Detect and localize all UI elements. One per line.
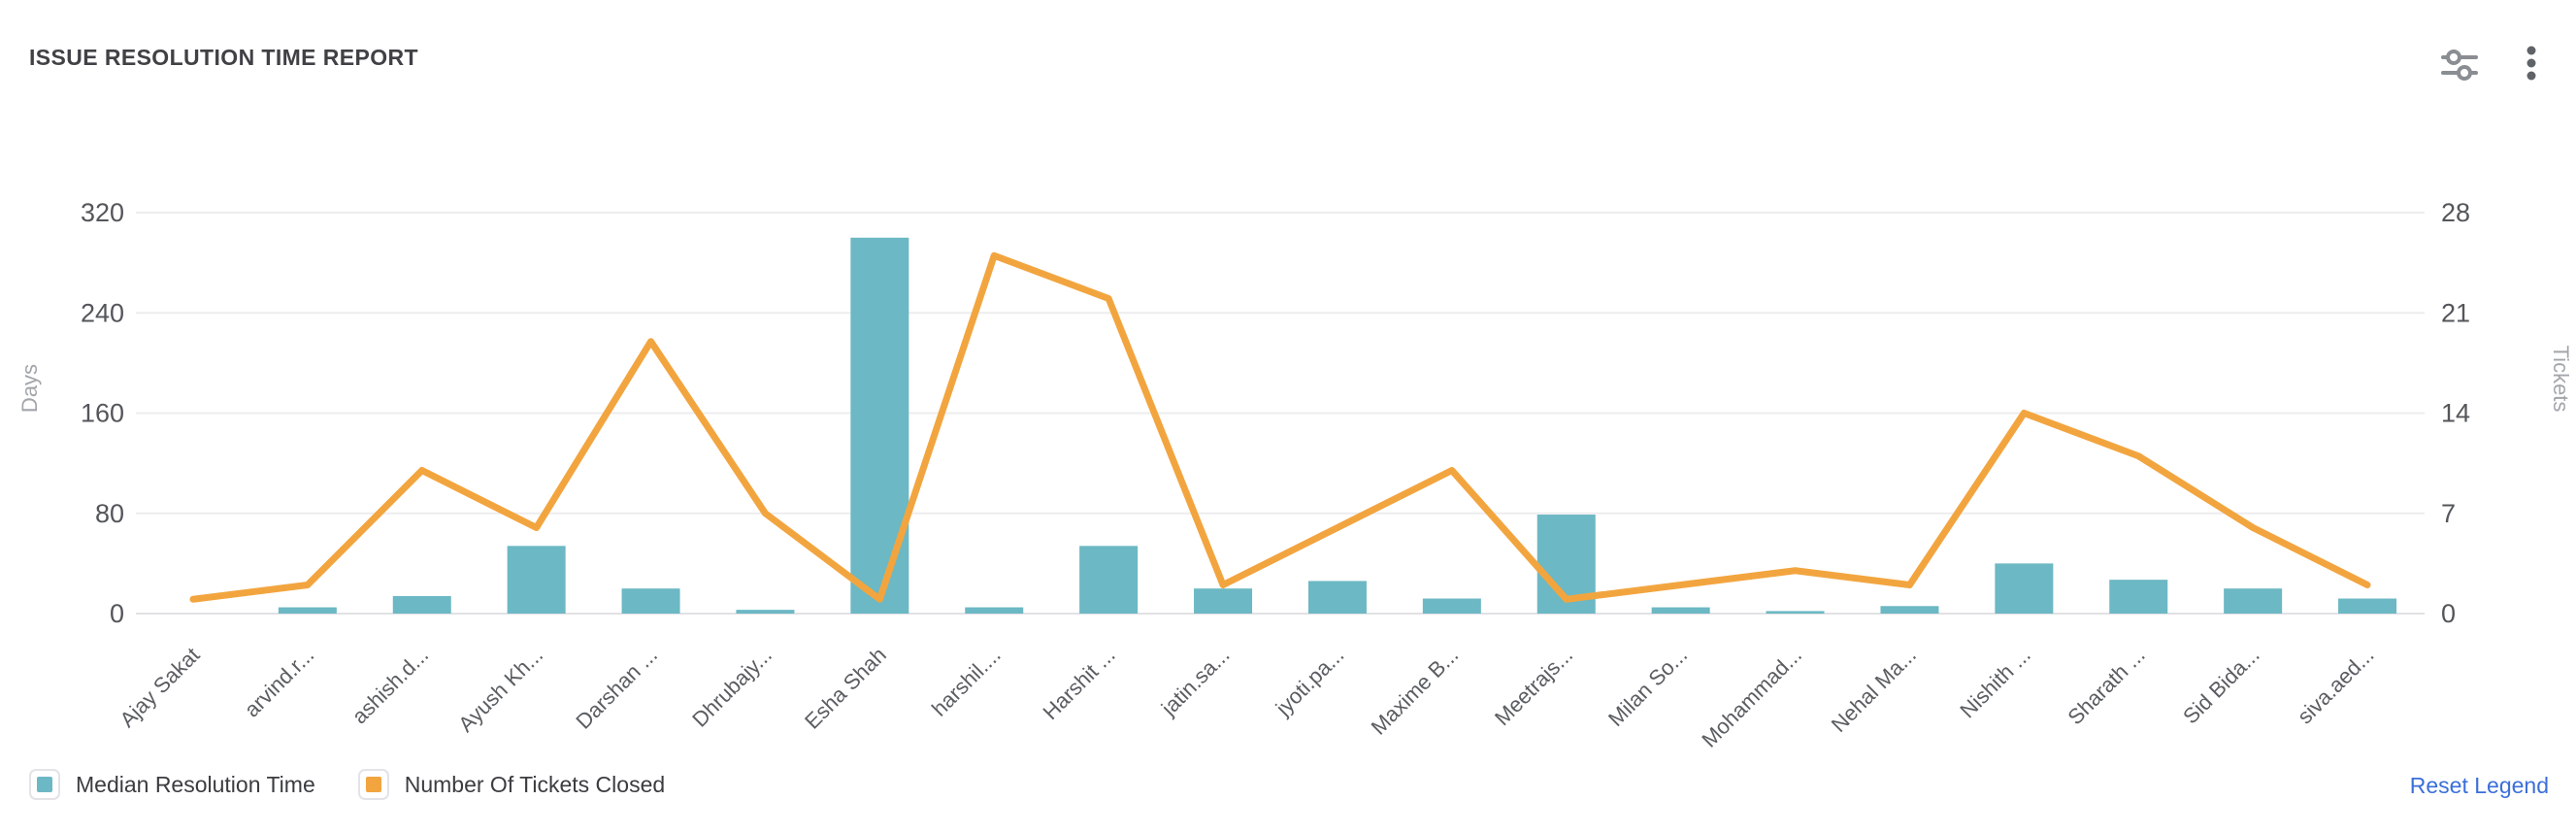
left-axis-name: Days	[17, 364, 42, 413]
reset-legend-link[interactable]: Reset Legend	[2409, 773, 2549, 798]
x-axis-label: Meetrajs...	[1490, 643, 1577, 730]
bar-jyoti.pa...[interactable]	[1307, 581, 1367, 614]
bar-Milan So...[interactable]	[1651, 607, 1710, 614]
bar-Darshan ...[interactable]	[621, 588, 680, 614]
legend: Median Resolution Time Number Of Tickets…	[29, 769, 665, 800]
card-header: ISSUE RESOLUTION TIME REPORT	[29, 43, 2549, 85]
right-axis-tick-label: 21	[2441, 298, 2470, 327]
legend-label: Median Resolution Time	[76, 771, 315, 797]
x-axis-label: Nehal Ma...	[1827, 643, 1921, 737]
page-title: ISSUE RESOLUTION TIME REPORT	[29, 45, 418, 70]
x-axis-label: arvind.r...	[240, 643, 319, 722]
x-axis-label: Harshit ...	[1038, 643, 1119, 724]
x-axis-label: Ayush Kh...	[453, 643, 547, 737]
x-axis-label: Maxime B...	[1367, 643, 1464, 740]
right-axis-tick-label: 0	[2441, 599, 2456, 628]
x-axis-label: Sid Bida...	[2178, 643, 2264, 729]
legend-swatch-box	[29, 769, 60, 800]
left-axis-tick-label: 160	[81, 399, 124, 428]
bar-jatin.sa...[interactable]	[1194, 588, 1253, 614]
right-axis-tick-label: 28	[2441, 198, 2470, 227]
bar-arvind.r...[interactable]	[278, 607, 337, 614]
x-axis-label: ashish.d...	[347, 643, 434, 729]
filter-sliders-icon[interactable]	[2438, 45, 2481, 83]
right-axis-tick-label: 14	[2441, 399, 2470, 428]
bar-Sid Bida...[interactable]	[2224, 588, 2283, 614]
bar-Harshit ...[interactable]	[1079, 546, 1139, 614]
bar-Sharath ...[interactable]	[2109, 580, 2168, 614]
kebab-menu-icon[interactable]	[2524, 43, 2539, 85]
legend-label: Number Of Tickets Closed	[404, 771, 666, 797]
bar-Ayush Kh...[interactable]	[507, 546, 566, 614]
legend-swatch-box	[357, 769, 389, 800]
x-axis-label: jyoti.pa...	[1271, 643, 1349, 721]
bar-Nehal Ma...[interactable]	[1880, 606, 1939, 614]
legend-item-median-resolution-time[interactable]: Median Resolution Time	[29, 769, 315, 800]
bar-Mohammad...[interactable]	[1766, 611, 1825, 614]
number-of-tickets-closed-swatch	[365, 777, 381, 792]
x-axis-label: Darshan ...	[571, 643, 662, 734]
x-axis-label: harshil....	[927, 643, 1006, 721]
bar-Dhrubajy...[interactable]	[736, 610, 795, 614]
right-axis-tick-label: 7	[2441, 499, 2456, 528]
x-axis-label: siva.aed...	[2293, 643, 2379, 729]
left-axis-tick-label: 80	[95, 499, 124, 528]
median-resolution-time-swatch	[37, 777, 52, 792]
right-axis-name: Tickets	[2549, 346, 2573, 413]
x-axis-label: Dhrubajy...	[687, 643, 776, 732]
header-icons	[2438, 43, 2539, 85]
bar-siva.aed...[interactable]	[2338, 598, 2397, 614]
legend-item-number-of-tickets-closed[interactable]: Number Of Tickets Closed	[357, 769, 666, 800]
bar-Maxime B...[interactable]	[1422, 598, 1481, 614]
bar-Nishith ...[interactable]	[1995, 563, 2054, 614]
x-axis-label: Esha Shah	[800, 643, 891, 734]
left-axis-tick-label: 320	[81, 198, 124, 227]
x-axis-label: Milan So...	[1603, 643, 1692, 731]
bar-ashish.d...[interactable]	[392, 595, 451, 614]
resolution-time-chart: 0 80 160 240 320 0 7 14 21 28 Days Tickets Ajay Saka…	[17, 198, 2573, 752]
bar-Esha Shah[interactable]	[850, 237, 909, 614]
x-axis-label: Mohammad...	[1697, 643, 1806, 752]
bar-harshil....[interactable]	[965, 607, 1024, 614]
left-axis-tick-label: 0	[110, 599, 124, 628]
left-axis-tick-label: 240	[81, 298, 124, 327]
x-axis-label: Sharath ...	[2063, 643, 2149, 729]
chart-canvas: 0 80 160 240 320 0 7 14 21 28 Days Tickets Ajay Saka…	[17, 198, 2573, 752]
x-axis-label: Ajay Sakat	[115, 643, 204, 732]
x-axis-label: jatin.sa...	[1156, 643, 1235, 721]
x-axis-label: Nishith ...	[1955, 643, 2035, 723]
line-number-of-tickets-closed[interactable]	[189, 251, 2371, 603]
